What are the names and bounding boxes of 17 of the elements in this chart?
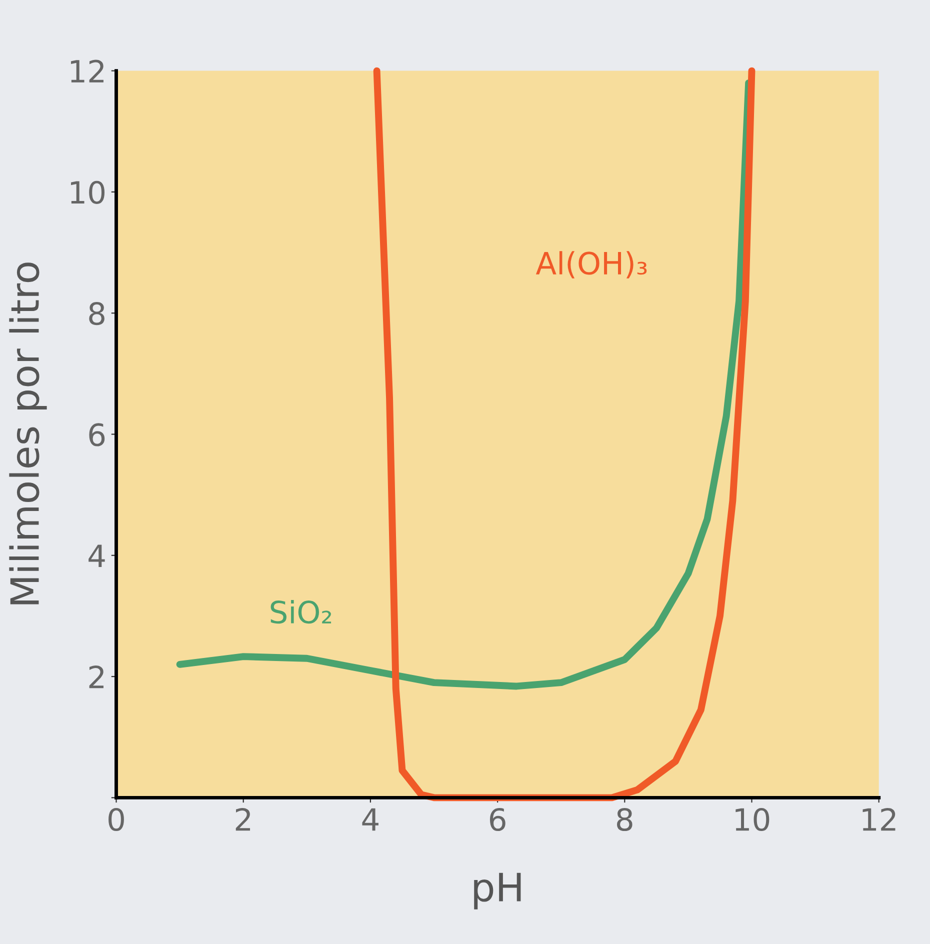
- y-tick-label: 12: [71, 60, 104, 82]
- series-label: SiO₂: [270, 600, 332, 624]
- y-tick-label: 10: [71, 180, 104, 204]
- y-axis-title: Milimoles por litro: [9, 262, 47, 604]
- x-tick-label: 0: [108, 808, 124, 832]
- x-tick-label: 6: [490, 808, 506, 832]
- x-tick-label: 2: [236, 808, 250, 831]
- y-tick-label: 8: [89, 302, 104, 326]
- y-tick-label: 2: [89, 665, 104, 688]
- x-tick-label: 12: [862, 808, 896, 831]
- x-tick-label: 8: [617, 808, 632, 832]
- text: Al(OH)₃: [536, 251, 647, 278]
- x-tick-label: 10: [736, 808, 770, 832]
- y-tick-label: 6: [89, 423, 105, 446]
- x-axis-title: pH: [474, 872, 521, 910]
- y-tick-label: 4: [88, 544, 105, 567]
- x-tick-label: 4: [362, 808, 378, 831]
